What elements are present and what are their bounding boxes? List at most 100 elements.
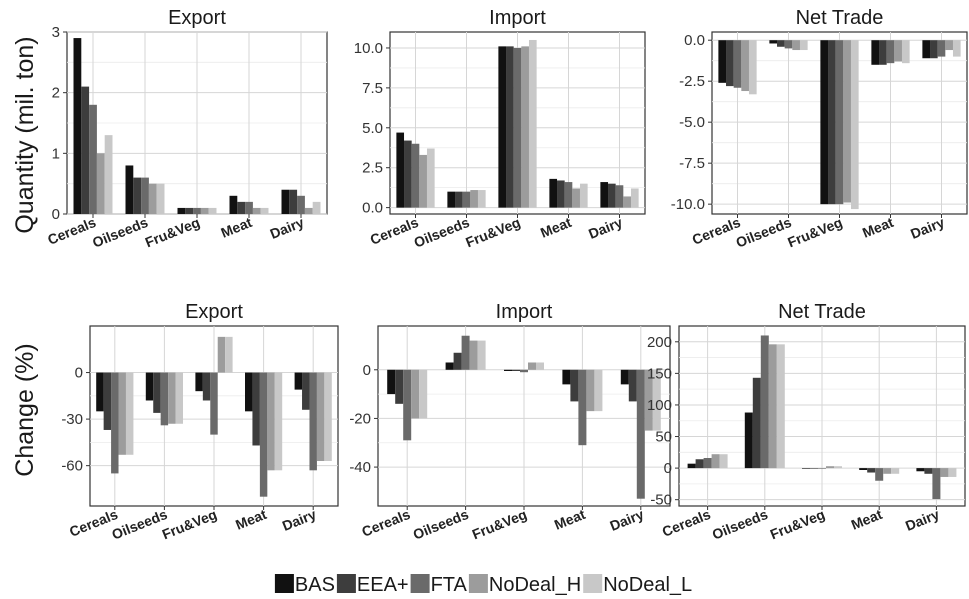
bar-nodeal-h-dairy: [623, 196, 631, 208]
bar-nodeal-l-oilseeds: [776, 344, 785, 469]
bar-fta-oilseeds: [462, 191, 471, 208]
bar-nodeal-l-cereals: [719, 454, 728, 469]
bar-fta-fru-veg: [513, 47, 522, 208]
bar-nodeal-l-meat: [594, 369, 603, 412]
y-tick-label: -60: [61, 458, 83, 475]
bar-bas-oilseeds: [145, 372, 154, 401]
bar-bas-cereals: [73, 38, 82, 214]
legend-swatch: [468, 574, 488, 593]
x-tick-label: Oilseeds: [90, 214, 150, 251]
bar-bas-fru-veg: [195, 372, 203, 392]
bar-eea--oilseeds: [777, 40, 785, 47]
x-tick-label: Oilseeds: [109, 506, 169, 543]
x-tick-label: Fru&Veg: [463, 214, 522, 250]
bar-nodeal-l-fru-veg: [834, 466, 842, 469]
bar-nodeal-h-oilseeds: [792, 40, 800, 51]
bar-eea--fru-veg: [202, 372, 211, 401]
bar-nodeal-h-fru-veg: [200, 207, 209, 214]
bar-nodeal-l-fru-veg: [528, 39, 537, 208]
bar-nodeal-h-dairy: [945, 40, 953, 51]
bar-bas-oilseeds: [744, 412, 753, 469]
bar-nodeal-l-oilseeds: [477, 340, 486, 370]
bar-eea--dairy: [930, 40, 938, 59]
bar-fta-oilseeds: [141, 177, 149, 214]
legend-label: NoDeal_H: [489, 574, 581, 596]
x-tick-label: Meat: [552, 506, 588, 533]
bar-nodeal-l-cereals: [748, 40, 757, 95]
legend-label: EEA+: [357, 574, 409, 596]
y-tick-label: -40: [349, 459, 371, 476]
y-tick-label: 10.0: [354, 40, 383, 57]
bar-nodeal-l-meat: [579, 183, 588, 208]
x-tick-label: Oilseeds: [734, 214, 794, 251]
bar-eea--dairy: [608, 183, 616, 208]
y-tick-label: -30: [61, 411, 83, 428]
bar-eea--oilseeds: [455, 191, 463, 208]
bar-nodeal-l-dairy: [652, 369, 661, 431]
bar-fta-cereals: [411, 143, 420, 208]
bar-bas-fru-veg: [504, 369, 512, 371]
bar-nodeal-h-meat: [883, 468, 892, 474]
bar-fta-meat: [245, 201, 253, 214]
bar-eea--meat: [252, 372, 260, 446]
y-tick-label: 2.5: [362, 160, 383, 177]
bar-nodeal-h-meat: [894, 40, 902, 62]
bar-bas-cereals: [396, 132, 405, 208]
x-tick-label: Meat: [219, 214, 255, 241]
bar-fta-oilseeds: [784, 40, 793, 49]
bar-nodeal-h-cereals: [419, 154, 427, 208]
bar-fta-cereals: [111, 372, 119, 474]
panel-title: Import: [489, 7, 546, 29]
bar-nodeal-h-cereals: [711, 454, 720, 469]
bar-fta-dairy: [297, 195, 305, 214]
y-tick-label: 2: [52, 85, 60, 102]
bar-nodeal-h-dairy: [316, 372, 325, 461]
bar-nodeal-l-cereals: [426, 148, 435, 208]
bar-fta-meat: [564, 182, 573, 208]
y-tick-label: 1: [52, 145, 60, 162]
bar-fta-dairy: [932, 468, 941, 500]
y-tick-label: 0: [363, 362, 371, 379]
bar-fta-dairy: [615, 185, 624, 208]
y-tick-label: -50: [650, 492, 672, 509]
bar-bas-meat: [229, 195, 238, 214]
bar-nodeal-h-fru-veg: [826, 466, 834, 469]
x-tick-label: Dairy: [908, 214, 947, 242]
y-tick-label: 0.0: [684, 32, 705, 49]
bar-bas-dairy: [916, 468, 925, 472]
bar-nodeal-l-fru-veg: [208, 207, 217, 214]
bar-eea--fru-veg: [512, 369, 520, 371]
x-tick-label: Dairy: [586, 214, 625, 242]
bar-bas-meat: [871, 40, 880, 65]
bar-nodeal-h-fru-veg: [843, 40, 851, 203]
panel-title: Export: [168, 7, 226, 29]
bar-fta-fru-veg: [818, 468, 826, 469]
x-tick-label: Meat: [538, 214, 574, 241]
bar-bas-cereals: [387, 369, 396, 395]
bar-eea--meat: [237, 201, 246, 214]
y-tick-label: 7.5: [362, 80, 383, 97]
y-tick-label: 0: [52, 206, 60, 223]
bar-bas-fru-veg: [498, 46, 507, 208]
y-axis-label-top: Quantity (mil. ton): [11, 36, 39, 233]
x-tick-label: Dairy: [268, 214, 307, 242]
bar-eea--cereals: [395, 369, 404, 404]
bar-nodeal-l-dairy: [948, 468, 957, 477]
bar-fta-dairy: [636, 369, 645, 499]
y-tick-label: 100: [647, 397, 672, 414]
bar-eea--dairy: [289, 189, 298, 214]
panel-title: Import: [496, 301, 553, 323]
bar-bas-dairy: [600, 182, 609, 208]
x-tick-label: Oilseeds: [411, 506, 471, 543]
bar-bas-dairy: [620, 369, 629, 385]
bar-eea--dairy: [628, 369, 637, 402]
bar-fta-oilseeds: [760, 335, 769, 469]
legend-swatch: [274, 574, 294, 593]
legend-swatch: [336, 574, 356, 593]
bar-bas-dairy: [294, 372, 303, 390]
bar-nodeal-l-meat: [891, 468, 900, 474]
